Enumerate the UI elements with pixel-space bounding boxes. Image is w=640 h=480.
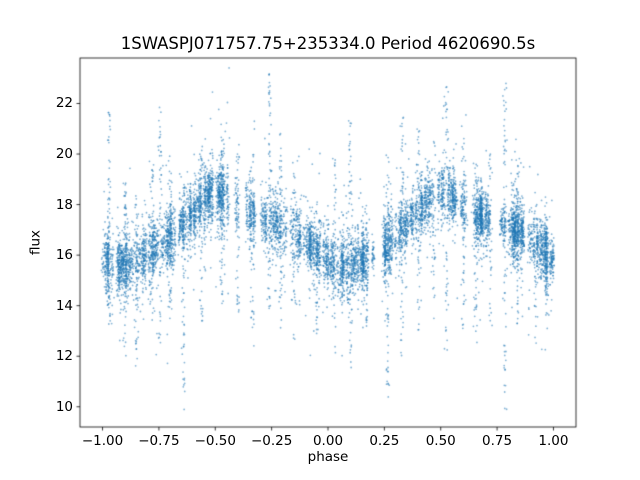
- y-tick-label: 20: [55, 146, 73, 163]
- x-tick-label: −0.75: [138, 433, 180, 449]
- y-tick-label: 18: [55, 196, 73, 213]
- x-tick-label: 0.00: [312, 433, 344, 449]
- chart-title: 1SWASPJ071757.75+235334.0 Period 4620690…: [120, 34, 536, 53]
- x-tick-label: −0.25: [250, 433, 293, 449]
- y-tick-label: 14: [55, 297, 73, 314]
- y-tick-label: 22: [55, 95, 73, 112]
- x-tick-label: 0.75: [482, 433, 513, 449]
- y-tick-label: 10: [55, 398, 73, 415]
- y-tick-label: 12: [55, 348, 73, 365]
- y-tick-label: 16: [55, 247, 73, 264]
- x-tick-label: −0.50: [194, 433, 236, 449]
- x-axis-label: phase: [307, 449, 349, 465]
- x-tick-label: 1.00: [538, 433, 569, 449]
- x-tick-label: 0.50: [425, 433, 456, 449]
- x-tick-label: −1.00: [81, 433, 124, 449]
- x-tick-label: 0.25: [369, 433, 400, 449]
